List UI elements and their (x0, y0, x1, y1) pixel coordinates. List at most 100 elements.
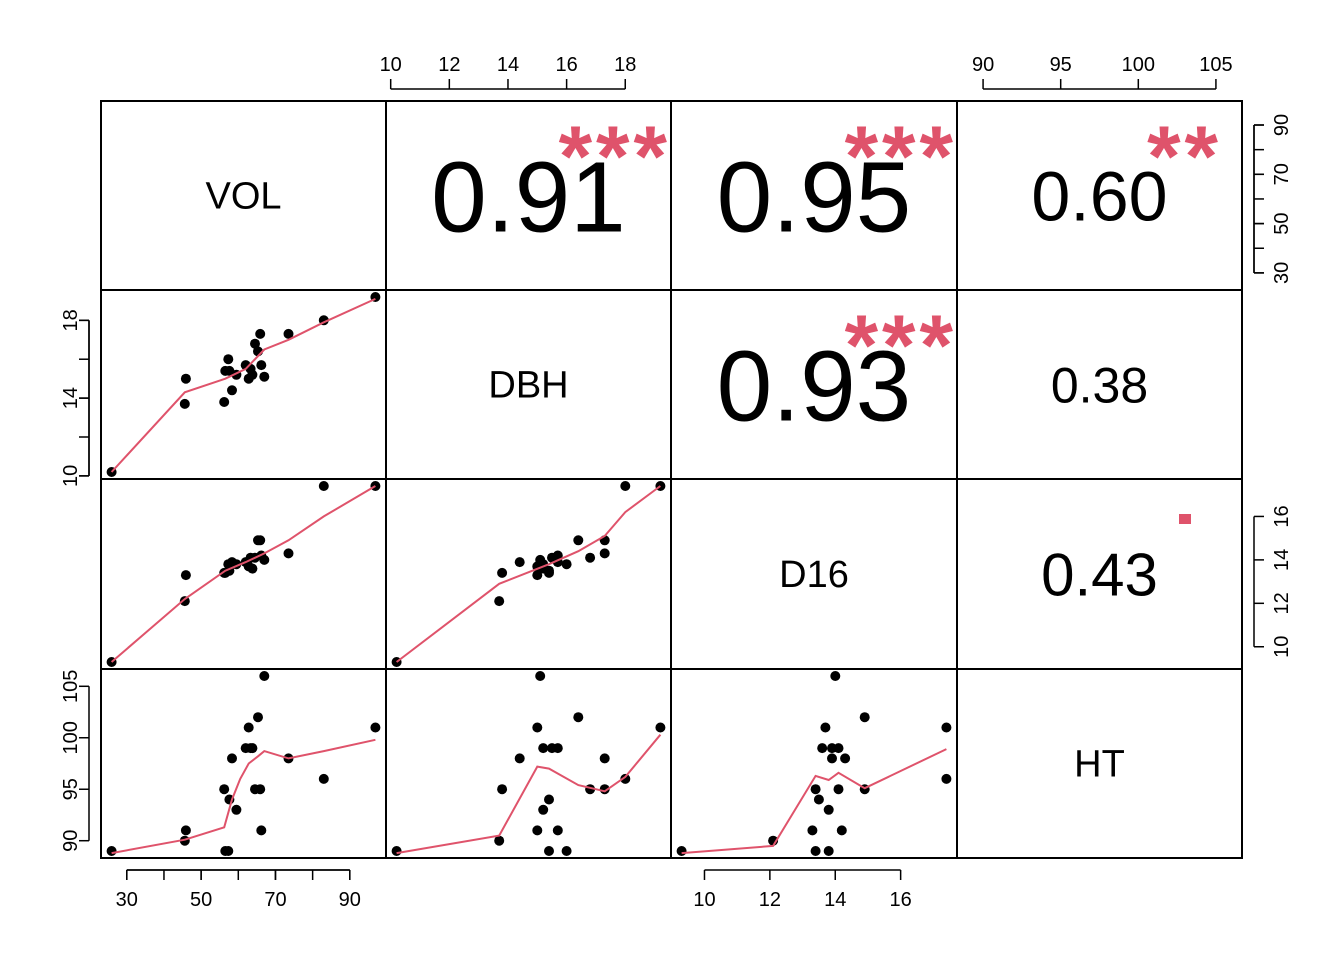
scatter-point-ht-vs-dbh (494, 835, 505, 846)
scatter-point-d16-vs-vol (247, 563, 258, 574)
tick-label-vol: 90 (1271, 114, 1293, 136)
scatter-point-ht-vs-vol (180, 825, 191, 836)
scatter-point-d16-vs-dbh (514, 557, 525, 568)
scatter-point-ht-vs-vol (223, 846, 234, 856)
scatter-point-ht-vs-d16 (830, 671, 841, 681)
scatter-point-ht-vs-d16 (827, 753, 837, 764)
significance-stars-vol-dbh: *** (559, 109, 671, 205)
scatter-point-dbh-vs-vol (259, 371, 270, 382)
tick-label-vol: 90 (339, 889, 361, 911)
scatter-point-dbh-vs-vol (179, 398, 190, 409)
scatter-point-d16-vs-dbh (494, 596, 505, 607)
scatter-point-ht-vs-vol (253, 712, 263, 723)
correlation-value-dbh-d16: 0.93 (717, 331, 912, 443)
scatter-point-ht-vs-vol (318, 773, 329, 784)
scatter-point-d16-vs-dbh (552, 550, 563, 561)
scatter-point-ht-vs-dbh (532, 825, 543, 836)
scatter-point-ht-vs-vol (370, 722, 381, 733)
smooth-line-d16-vs-dbh (395, 485, 661, 663)
significance-stars-vol-d16: *** (845, 109, 957, 205)
significance-stars-vol-ht: ** (1147, 109, 1222, 205)
scatter-point-d16-vs-dbh (561, 559, 572, 570)
scatter-point-d16-vs-dbh (532, 570, 543, 581)
scatter-point-ht-vs-d16 (941, 722, 952, 733)
scatter-point-ht-vs-dbh (561, 846, 572, 856)
tick-label-ht: 95 (1050, 54, 1072, 76)
scatter-point-ht-vs-d16 (676, 846, 687, 856)
tick-label-dbh: 14 (497, 54, 519, 76)
tick-label-ht: 100 (60, 721, 82, 754)
scatter-point-d16-vs-vol (318, 481, 329, 491)
scatter-point-d16-vs-vol (283, 548, 294, 559)
scatter-point-d16-vs-vol (179, 596, 190, 607)
tick-label-ht: 90 (972, 54, 994, 76)
smooth-line-ht-vs-vol (111, 738, 376, 855)
scatter-point-dbh-vs-vol (283, 328, 294, 339)
scatter-point-ht-vs-dbh (599, 753, 610, 764)
tick-label-dbh: 18 (614, 54, 636, 76)
scatter-point-d16-vs-dbh (497, 567, 508, 578)
scatter-point-ht-vs-vol (231, 804, 242, 815)
scatter-point-ht-vs-dbh (620, 773, 631, 784)
tick-label-vol: 50 (190, 889, 212, 911)
tick-label-ht: 105 (1199, 54, 1232, 76)
scatter-point-ht-vs-dbh (391, 846, 402, 856)
scatter-point-ht-vs-d16 (859, 712, 870, 723)
tick-label-d16: 12 (759, 889, 781, 911)
tick-label-dbh: 18 (60, 309, 82, 331)
correlation-value-vol-ht: 0.60 (1031, 158, 1167, 236)
scatter-point-ht-vs-dbh (552, 825, 563, 836)
scatter-point-ht-vs-d16 (817, 743, 828, 754)
scatter-point-ht-vs-vol (219, 784, 230, 795)
correlation-value-vol-d16: 0.95 (717, 142, 912, 254)
scatter-point-d16-vs-vol (180, 570, 191, 581)
tick-label-dbh: 10 (60, 465, 82, 487)
tick-label-vol: 70 (264, 889, 286, 911)
tick-label-vol: 70 (1271, 163, 1293, 185)
smooth-line-dbh-vs-vol (110, 297, 376, 473)
scatter-point-ht-vs-d16 (836, 825, 847, 836)
tick-label-dbh: 14 (60, 387, 82, 409)
scatter-point-ht-vs-d16 (941, 773, 952, 784)
variable-label-d16: D16 (779, 554, 849, 596)
panel-frame-3-3 (956, 668, 1243, 859)
panel-frame-2-1 (385, 478, 672, 670)
scatter-point-dbh-vs-vol (250, 338, 260, 349)
tick-label-dbh: 10 (380, 54, 402, 76)
tick-label-vol: 30 (1271, 262, 1293, 284)
scatter-point-d16-vs-dbh (573, 535, 584, 546)
tick-label-vol: 50 (1271, 212, 1293, 234)
scatter-point-d16-vs-dbh (535, 554, 546, 565)
panel-frame-3-1 (385, 668, 672, 859)
scatter-point-ht-vs-dbh (532, 722, 543, 733)
scatter-point-ht-vs-dbh (544, 794, 554, 805)
tick-label-dbh: 12 (438, 54, 460, 76)
smooth-line-d16-vs-vol (110, 485, 376, 663)
tick-label-d16: 14 (824, 889, 846, 911)
correlation-value-vol-dbh: 0.91 (431, 142, 626, 254)
scatter-point-ht-vs-d16 (840, 753, 851, 764)
tick-label-d16: 10 (693, 889, 715, 911)
tick-label-d16: 16 (1271, 505, 1293, 527)
scatter-point-ht-vs-dbh (538, 743, 549, 754)
scatter-point-ht-vs-vol (243, 722, 254, 733)
scatter-point-ht-vs-d16 (823, 804, 834, 815)
scatter-point-ht-vs-dbh (655, 722, 666, 733)
scatter-point-dbh-vs-vol (247, 369, 258, 380)
scatter-point-ht-vs-dbh (538, 804, 549, 815)
tick-label-d16: 16 (890, 889, 912, 911)
tick-label-dbh: 16 (555, 54, 577, 76)
variable-label-vol: VOL (205, 176, 281, 218)
scatter-point-dbh-vs-vol (255, 328, 266, 339)
scatter-point-d16-vs-vol (255, 535, 266, 546)
scatter-point-ht-vs-d16 (807, 825, 818, 836)
panel-frame-1-0 (100, 289, 387, 480)
scatter-point-ht-vs-vol (247, 743, 258, 754)
tick-label-vol: 30 (116, 889, 138, 911)
significance-stars-dbh-d16: *** (845, 298, 957, 394)
scatter-point-ht-vs-dbh (535, 671, 546, 681)
panel-frame-3-0 (100, 668, 387, 859)
scatter-point-ht-vs-d16 (833, 743, 844, 754)
tick-label-ht: 90 (60, 830, 82, 852)
correlation-value-d16-ht: 0.43 (1041, 542, 1158, 609)
